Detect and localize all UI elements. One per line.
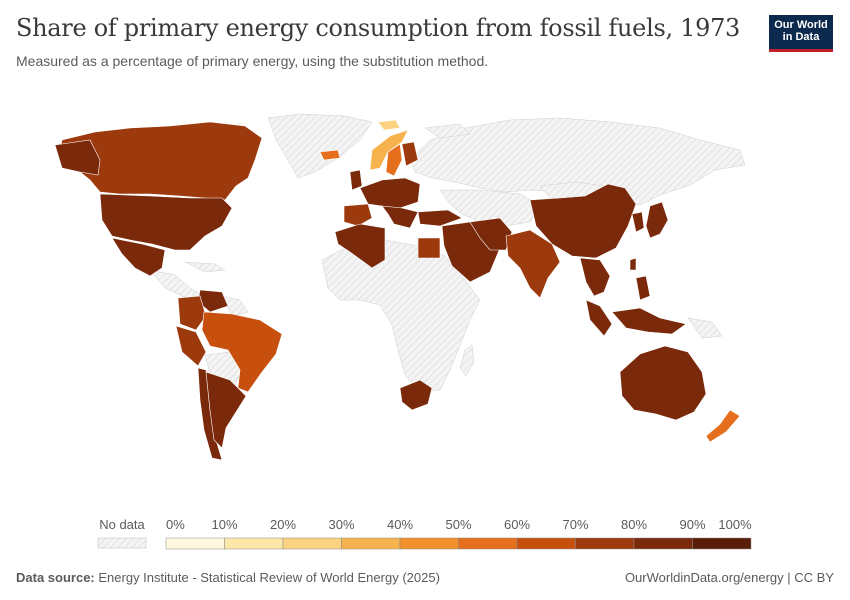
legend-bin-8[interactable] <box>633 537 693 550</box>
country-svalbard-norway[interactable] <box>377 119 401 131</box>
legend-no-data-swatch <box>97 537 147 549</box>
country-japan[interactable] <box>645 201 669 239</box>
country-brazil[interactable] <box>201 311 283 393</box>
legend-bin-2[interactable] <box>282 537 342 550</box>
chart-title: Share of primary energy consumption from… <box>16 14 741 42</box>
legend-bin-7[interactable] <box>575 537 635 550</box>
country-uk[interactable] <box>349 169 363 191</box>
region-madagascar[interactable] <box>459 344 475 377</box>
country-indonesia-east[interactable] <box>611 307 687 335</box>
legend-bins <box>165 537 752 550</box>
country-spain-portugal[interactable] <box>343 203 373 227</box>
region-russia[interactable] <box>409 117 746 206</box>
legend-bin-4[interactable] <box>399 537 459 550</box>
country-south-africa[interactable] <box>399 379 433 411</box>
legend-tick-label: 0% <box>166 517 185 532</box>
country-australia[interactable] <box>619 345 707 421</box>
country-mexico[interactable] <box>111 237 166 277</box>
legend-no-data-label: No data <box>99 517 145 532</box>
country-alaska-usa[interactable] <box>54 139 101 176</box>
country-peru[interactable] <box>175 325 207 367</box>
country-sweden[interactable] <box>385 143 403 177</box>
country-indonesia-west[interactable] <box>585 299 613 337</box>
legend-tick-label: 80% <box>621 517 647 532</box>
legend-tick-label: 20% <box>270 517 296 532</box>
country-finland[interactable] <box>401 141 419 167</box>
country-canada[interactable] <box>57 121 263 201</box>
legend-no-data[interactable]: No data <box>97 517 147 549</box>
data-source: Data source: Energy Institute - Statisti… <box>16 570 440 585</box>
legend-bin-9[interactable] <box>692 537 752 550</box>
legend-tick-label: 100% <box>718 517 752 532</box>
data-source-link[interactable]: Energy Institute - Statistical Review of… <box>98 570 440 585</box>
legend-bin-0[interactable] <box>165 537 225 550</box>
country-colombia[interactable] <box>177 295 207 331</box>
legend-tick-label: 10% <box>211 517 237 532</box>
chart-subtitle: Measured as a percentage of primary ener… <box>16 53 489 69</box>
country-usa[interactable] <box>99 193 233 251</box>
region-caribbean[interactable] <box>184 261 226 273</box>
legend-bin-3[interactable] <box>341 537 401 550</box>
country-italy-balkans[interactable] <box>381 205 419 229</box>
country-new-zealand[interactable] <box>705 409 741 443</box>
region-central-asia[interactable] <box>439 189 541 227</box>
country-southeast-asia[interactable] <box>579 257 611 297</box>
owid-logo[interactable]: Our World in Data <box>769 15 833 52</box>
legend-tick-label: 40% <box>387 517 413 532</box>
logo-line-1: Our World <box>774 19 828 31</box>
legend-ticks: 0% 10% 20% 30% 40% 50% 60% 70% 80% 90% 100% <box>166 517 752 532</box>
footer-attribution[interactable]: OurWorldinData.org/energy | CC BY <box>624 570 834 585</box>
country-turkey[interactable] <box>417 209 463 227</box>
country-korea[interactable] <box>631 211 645 233</box>
country-india-pakistan[interactable] <box>505 229 561 299</box>
legend-tick-label: 50% <box>445 517 471 532</box>
logo-line-2: in Data <box>782 31 820 43</box>
region-png[interactable] <box>687 317 723 339</box>
legend-tick-label: 70% <box>562 517 588 532</box>
country-philippines[interactable] <box>635 275 651 301</box>
legend-tick-label: 90% <box>679 517 705 532</box>
legend-tick-label: 30% <box>328 517 354 532</box>
country-iceland[interactable] <box>319 149 341 161</box>
country-taiwan[interactable] <box>629 257 637 271</box>
legend-bin-6[interactable] <box>516 537 576 550</box>
legend-bin-1[interactable] <box>224 537 284 550</box>
country-argentina[interactable] <box>205 371 247 449</box>
region-svalbard[interactable] <box>424 123 471 139</box>
country-china[interactable] <box>529 183 637 259</box>
country-morocco-algeria[interactable] <box>334 223 386 269</box>
world-map[interactable] <box>0 80 850 500</box>
data-source-label: Data source: <box>16 570 95 585</box>
legend-tick-label: 60% <box>504 517 530 532</box>
color-legend: No data 0% 10% 20% 30% 40% 50% 60% 70% 80% 90% 100… <box>97 517 752 550</box>
region-guianas[interactable] <box>221 295 249 317</box>
country-egypt[interactable] <box>417 237 441 259</box>
country-western-europe[interactable] <box>359 177 421 209</box>
legend-bin-5[interactable] <box>458 537 518 550</box>
country-iran[interactable] <box>469 217 513 251</box>
region-greenland[interactable] <box>267 113 373 179</box>
